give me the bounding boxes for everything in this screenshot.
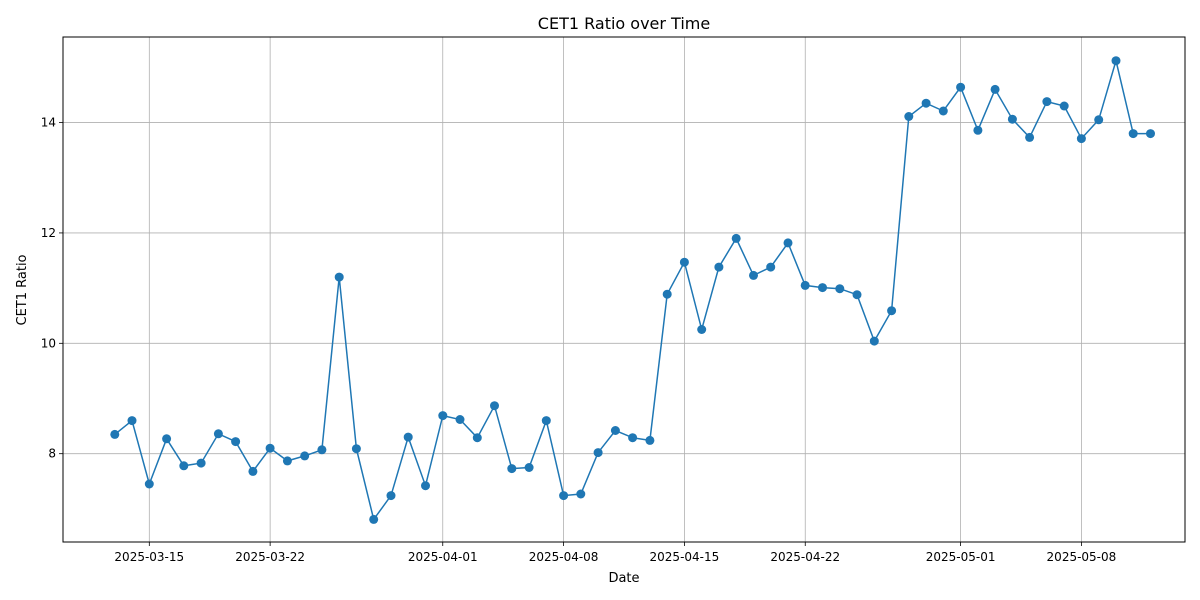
data-point [887, 306, 897, 316]
data-point [317, 445, 327, 455]
data-point [852, 290, 862, 300]
data-point [127, 416, 137, 426]
data-point [455, 415, 465, 424]
y-axis: 8 10 12 14 [41, 116, 63, 461]
data-point [973, 125, 983, 135]
data-point [1042, 97, 1052, 107]
data-point [282, 456, 292, 466]
data-point [766, 262, 776, 272]
data-point [490, 401, 499, 411]
y-tick-label: 12 [41, 226, 56, 240]
x-tick-label: 2025-04-08 [529, 550, 599, 564]
data-point [231, 437, 241, 447]
data-point [472, 433, 482, 443]
x-tick-label: 2025-04-15 [650, 550, 720, 564]
data-point [628, 433, 638, 443]
x-tick-label: 2025-04-22 [770, 550, 840, 564]
data-point [1094, 115, 1104, 125]
data-point [610, 426, 620, 435]
y-tick-label: 14 [41, 116, 56, 130]
data-point [1007, 114, 1017, 124]
data-point [421, 481, 430, 491]
y-axis-label: CET1 Ratio [15, 254, 30, 325]
data-point [956, 82, 966, 92]
data-point [1059, 101, 1069, 111]
data-point [835, 284, 845, 294]
data-point [990, 84, 1000, 94]
data-point [403, 432, 413, 442]
data-point [541, 416, 551, 426]
x-axis-label: Date [608, 571, 639, 586]
data-point [386, 491, 396, 501]
data-point [179, 461, 189, 471]
data-point [265, 443, 275, 453]
data-point [662, 289, 672, 299]
data-point [749, 270, 758, 280]
data-point [921, 98, 931, 108]
data-point [679, 257, 689, 267]
data-point [559, 491, 569, 501]
data-point [1025, 132, 1035, 142]
data-point [1111, 56, 1121, 66]
data-point [593, 448, 603, 458]
chart-title: CET1 Ratio over Time [538, 14, 710, 33]
data-point [213, 429, 223, 439]
x-tick-label: 2025-05-01 [926, 550, 996, 564]
data-point [438, 411, 448, 421]
data-point [334, 272, 344, 282]
series-markers [110, 56, 1155, 524]
data-point [800, 280, 810, 290]
grid [63, 37, 1185, 542]
data-point [818, 283, 827, 293]
plot-frame [62, 36, 1186, 543]
x-tick-label: 2025-03-22 [235, 550, 305, 564]
y-tick-label: 8 [48, 447, 56, 461]
data-point [938, 106, 948, 116]
data-point [144, 479, 154, 489]
data-point [731, 233, 741, 243]
data-point [507, 464, 517, 474]
data-point [162, 434, 172, 444]
data-point [645, 435, 655, 445]
data-point [369, 514, 379, 524]
x-axis: 2025-03-15 2025-03-22 2025-04-01 2025-04-08… [114, 542, 1116, 564]
x-tick-label: 2025-04-01 [408, 550, 478, 564]
data-point [904, 112, 914, 121]
data-point [110, 429, 120, 439]
y-tick-label: 10 [41, 336, 56, 350]
x-tick-label: 2025-03-15 [114, 550, 184, 564]
data-point [300, 451, 310, 461]
data-point [869, 336, 879, 346]
x-tick-label: 2025-05-08 [1047, 550, 1117, 564]
data-point [576, 489, 586, 499]
data-point [196, 458, 206, 468]
data-point [248, 466, 258, 476]
data-point [783, 238, 793, 248]
data-point [524, 463, 534, 472]
data-point [714, 262, 724, 272]
data-point [1076, 134, 1086, 144]
data-point [351, 444, 361, 454]
data-point [1128, 129, 1138, 139]
data-point [697, 325, 707, 334]
data-point [1146, 129, 1155, 139]
